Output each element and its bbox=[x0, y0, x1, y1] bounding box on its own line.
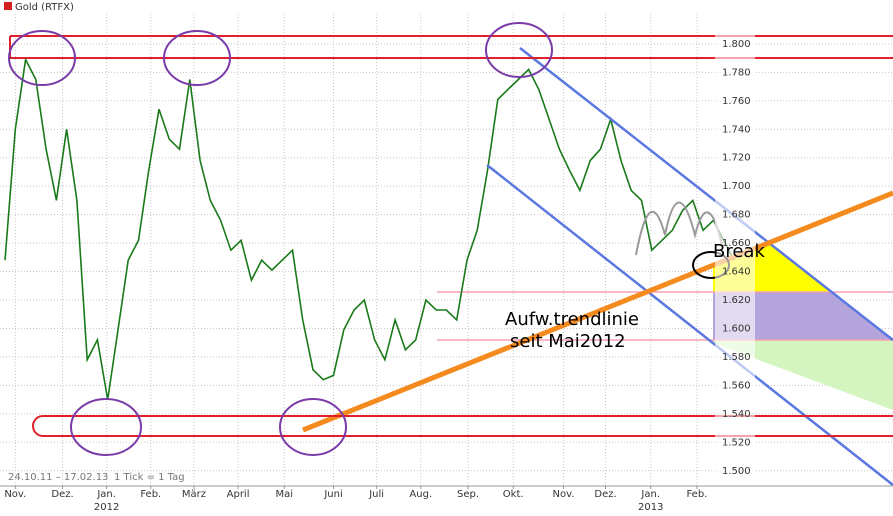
y-tick-label: 1.800 bbox=[722, 39, 751, 50]
chart-title: Gold (RTFX) bbox=[15, 2, 74, 13]
y-tick-label: 1.700 bbox=[722, 181, 751, 192]
tick-info: 1 Tick = 1 Tag bbox=[114, 472, 185, 483]
zone-green bbox=[713, 340, 893, 410]
date-range: 24.10.11 – 17.02.13 bbox=[8, 472, 108, 483]
y-tick-label: 1.680 bbox=[722, 210, 751, 221]
highlight-circle bbox=[8, 30, 76, 86]
highlight-circle bbox=[70, 398, 142, 456]
y-tick-label: 1.500 bbox=[722, 466, 751, 477]
highlight-circle bbox=[485, 22, 553, 78]
y-tick-label: 1.620 bbox=[722, 295, 751, 306]
year-label: 2012 bbox=[94, 502, 119, 513]
legend-swatch bbox=[4, 2, 12, 10]
y-tick-label: 1.760 bbox=[722, 96, 751, 107]
zone-purple bbox=[713, 292, 893, 340]
highlight-circle bbox=[279, 398, 347, 456]
y-tick-label: 1.780 bbox=[722, 67, 751, 78]
x-tick-label: Feb. bbox=[686, 489, 707, 500]
y-tick-label: 1.640 bbox=[722, 267, 751, 278]
y-tick-label: 1.660 bbox=[722, 238, 751, 249]
support-band bbox=[32, 415, 893, 437]
x-tick-label: April bbox=[227, 489, 250, 500]
x-tick-label: Nov. bbox=[4, 489, 26, 500]
x-tick-label: Sep. bbox=[457, 489, 479, 500]
price-layer bbox=[4, 56, 735, 400]
channel-lower bbox=[486, 164, 893, 486]
x-tick-label: Aug. bbox=[409, 489, 432, 500]
x-tick-label: Dez. bbox=[594, 489, 616, 500]
x-tick-label: Jan. bbox=[96, 489, 116, 500]
y-tick-label: 1.720 bbox=[722, 153, 751, 164]
x-tick-label: Juli bbox=[368, 489, 384, 500]
trendline bbox=[302, 190, 893, 433]
header bbox=[0, 0, 893, 13]
pattern-arcs bbox=[635, 201, 723, 256]
axis-panel bbox=[715, 14, 755, 489]
y-tick-label: 1.540 bbox=[722, 409, 751, 420]
channel-upper bbox=[519, 47, 893, 341]
annotation: seit Mai2012 bbox=[510, 331, 626, 352]
x-tick-label: Juni bbox=[323, 489, 342, 500]
y-tick-label: 1.740 bbox=[722, 124, 751, 135]
y-tick-label: 1.600 bbox=[722, 323, 751, 334]
y-tick-label: 1.580 bbox=[722, 352, 751, 363]
year-label: 2013 bbox=[638, 502, 663, 513]
x-tick-label: Dez. bbox=[51, 489, 73, 500]
highlight-circle bbox=[163, 30, 231, 86]
annotation: Break bbox=[713, 241, 765, 262]
y-tick-label: 1.520 bbox=[722, 437, 751, 448]
x-tick-label: Nov. bbox=[553, 489, 575, 500]
x-tick-label: März bbox=[182, 489, 206, 500]
y-tick-label: 1.560 bbox=[722, 380, 751, 391]
x-tick-label: Feb. bbox=[140, 489, 161, 500]
annotation: Aufw.trendlinie bbox=[505, 309, 639, 330]
price-line bbox=[4, 56, 735, 400]
x-tick-label: Okt. bbox=[503, 489, 524, 500]
x-tick-label: Jan. bbox=[640, 489, 660, 500]
x-tick-label: Mai bbox=[275, 489, 293, 500]
